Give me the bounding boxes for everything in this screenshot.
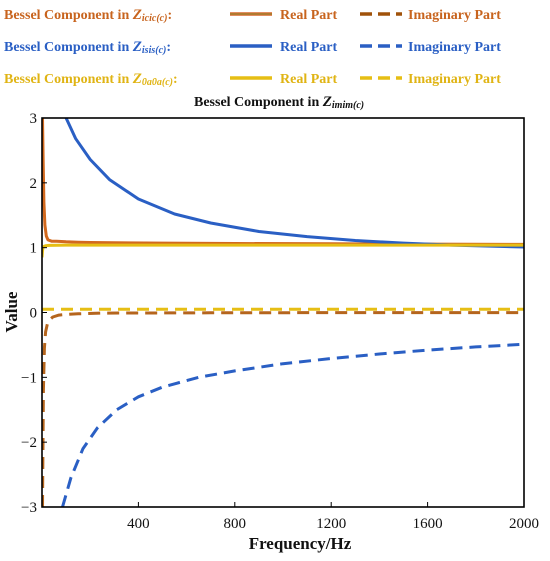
legend-label-icic: Bessel Component in Zicic(c): — [4, 7, 172, 24]
x-tick-label: 800 — [224, 516, 247, 532]
series-isis_real — [64, 118, 524, 249]
y-axis-title: Value — [2, 291, 21, 332]
x-tick-label: 1600 — [413, 516, 443, 532]
legend-suffix-oaoa: : — [173, 72, 178, 87]
x-axis-title: Frequency/Hz — [249, 534, 352, 553]
plot-title-symbol: Z — [322, 94, 332, 110]
y-tick-label: −3 — [21, 500, 37, 516]
series-icic_real — [42, 118, 524, 246]
series-isis_imag — [61, 342, 524, 507]
legend-symbol-isis: Z — [132, 39, 142, 55]
legend-subscript-icic: icic(c) — [142, 13, 168, 24]
legend-real-label-oaoa: Real Part — [280, 72, 337, 87]
legend-imag-label-oaoa: Imaginary Part — [408, 72, 501, 87]
legend: Bessel Component in Zicic(c): Real Part … — [4, 7, 501, 88]
series-icic_imag — [42, 311, 524, 507]
legend-suffix-icic: : — [167, 8, 172, 23]
legend-row-oaoa: Bessel Component in Z0a0a(c): Real Part … — [4, 71, 501, 88]
y-tick-label: 1 — [30, 241, 38, 257]
y-tick-label: 2 — [30, 176, 38, 192]
plot-title-prefix: Bessel Component in — [194, 95, 323, 110]
x-tick-label: 2000 — [509, 516, 539, 532]
legend-prefix-isis: Bessel Component in — [4, 40, 133, 55]
y-tick-label: 3 — [30, 111, 38, 127]
legend-real-label-isis: Real Part — [280, 40, 337, 55]
legend-prefix-icic: Bessel Component in — [4, 8, 133, 23]
series-layer — [42, 118, 524, 507]
legend-symbol-oaoa: Z — [132, 71, 142, 87]
legend-real-label-icic: Real Part — [280, 8, 337, 23]
y-axis: −3 −2 −1 0 1 2 3 — [21, 111, 47, 516]
legend-subscript-isis: isis(c) — [142, 45, 166, 56]
legend-suffix-isis: : — [166, 40, 171, 55]
legend-label-isis: Bessel Component in Zisis(c): — [4, 39, 171, 56]
x-axis: 400 800 1200 1600 2000 — [127, 502, 539, 532]
legend-imag-label-isis: Imaginary Part — [408, 40, 501, 55]
y-tick-label: −2 — [21, 435, 37, 451]
plot-title-subscript: imim(c) — [332, 100, 364, 111]
legend-imag-label-icic: Imaginary Part — [408, 8, 501, 23]
legend-row-icic: Bessel Component in Zicic(c): Real Part … — [4, 7, 501, 24]
y-tick-label: −1 — [21, 370, 37, 386]
legend-symbol-icic: Z — [132, 7, 142, 23]
legend-prefix-oaoa: Bessel Component in — [4, 72, 133, 87]
y-tick-label: 0 — [30, 306, 38, 322]
x-tick-label: 400 — [127, 516, 150, 532]
legend-label-oaoa: Bessel Component in Z0a0a(c): — [4, 71, 178, 88]
plot-title: Bessel Component in Zimim(c) — [194, 94, 364, 111]
x-tick-label: 1200 — [316, 516, 346, 532]
legend-row-isis: Bessel Component in Zisis(c): Real Part … — [4, 39, 501, 56]
series-oaoa_real — [42, 243, 524, 258]
legend-subscript-oaoa: 0a0a(c) — [142, 77, 173, 88]
